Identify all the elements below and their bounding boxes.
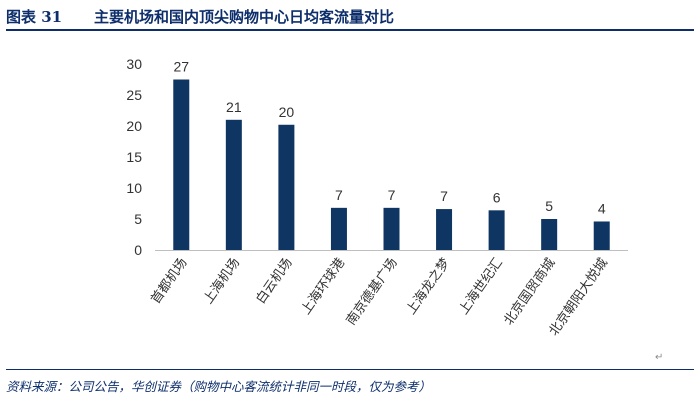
bar	[436, 209, 453, 250]
bar	[383, 207, 400, 250]
y-tick-label: 5	[134, 211, 142, 227]
source-note: 资料来源：公司公告，华创证券（购物中心客流统计非同一时段，仅为参考）	[6, 379, 432, 394]
figure-title: 主要机场和国内顶尖购物中心日均客流量对比	[94, 8, 395, 26]
bar	[541, 219, 558, 250]
data-label: 7	[440, 188, 448, 204]
data-label: 7	[335, 187, 343, 203]
category-label: 北京朝阳大悦城	[547, 256, 611, 339]
bar	[225, 119, 242, 250]
bar	[330, 207, 347, 250]
figure-header: 图表 31 主要机场和国内顶尖购物中心日均客流量对比	[6, 6, 694, 28]
paragraph-mark-icon: ↵	[655, 352, 664, 363]
y-tick-label: 15	[126, 149, 142, 165]
header-rule	[6, 29, 694, 31]
category-label: 上海世纪汇	[456, 256, 506, 318]
bar	[173, 79, 190, 250]
category-label: 白云机场	[253, 255, 296, 307]
data-label: 4	[598, 200, 606, 216]
data-label: 27	[173, 59, 189, 75]
category-label: 上海环球港	[299, 256, 349, 318]
y-tick-label: 0	[134, 242, 142, 258]
figure-label: 图表 31	[6, 8, 63, 26]
category-label: 南京德基广场	[343, 255, 401, 328]
category-label: 上海龙之梦	[404, 256, 454, 318]
data-label: 21	[226, 99, 242, 115]
bar-chart: 0 5 10 15 20 25 30 27 首都机场 21 上海机场 20 白云机场 7 上海环球港 7 南京德…	[126, 56, 628, 339]
y-tick-label: 10	[126, 180, 142, 196]
category-label: 上海机场	[201, 256, 243, 307]
y-tick-label: 30	[126, 56, 142, 72]
bar	[278, 124, 295, 250]
data-label: 6	[493, 189, 501, 205]
y-tick-label: 25	[126, 87, 142, 103]
bar	[488, 210, 505, 250]
category-label: 北京国贸商城	[501, 256, 558, 329]
category-label: 首都机场	[148, 256, 190, 307]
footer-rule	[6, 369, 694, 370]
data-label: 7	[388, 187, 396, 203]
data-label: 5	[545, 198, 553, 214]
data-label: 20	[279, 104, 295, 120]
y-tick-label: 20	[126, 118, 142, 134]
bar	[593, 221, 610, 250]
